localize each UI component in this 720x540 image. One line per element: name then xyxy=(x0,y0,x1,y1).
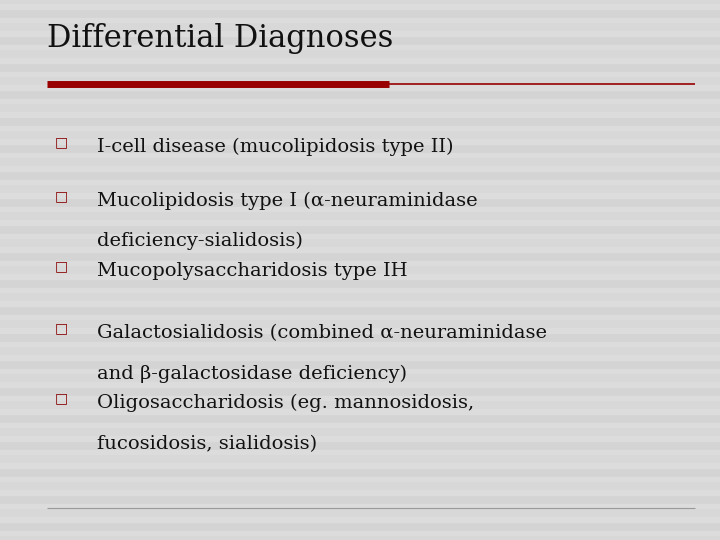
Text: Mucolipidosis type I (α-neuraminidase: Mucolipidosis type I (α-neuraminidase xyxy=(97,192,478,210)
Text: fucosidosis, sialidosis): fucosidosis, sialidosis) xyxy=(97,435,318,453)
Text: Differential Diagnoses: Differential Diagnoses xyxy=(47,23,393,54)
Text: □: □ xyxy=(55,321,68,335)
Text: □: □ xyxy=(55,392,68,406)
Text: □: □ xyxy=(55,135,68,149)
Text: □: □ xyxy=(55,259,68,273)
Text: deficiency-sialidosis): deficiency-sialidosis) xyxy=(97,232,303,251)
Text: Galactosialidosis (combined α-neuraminidase: Galactosialidosis (combined α-neuraminid… xyxy=(97,324,547,342)
Text: and β-galactosidase deficiency): and β-galactosidase deficiency) xyxy=(97,364,408,383)
Text: I-cell disease (mucolipidosis type II): I-cell disease (mucolipidosis type II) xyxy=(97,138,454,156)
Text: □: □ xyxy=(55,189,68,203)
Text: Oligosaccharidosis (eg. mannosidosis,: Oligosaccharidosis (eg. mannosidosis, xyxy=(97,394,474,413)
Text: Mucopolysaccharidosis type IH: Mucopolysaccharidosis type IH xyxy=(97,262,408,280)
